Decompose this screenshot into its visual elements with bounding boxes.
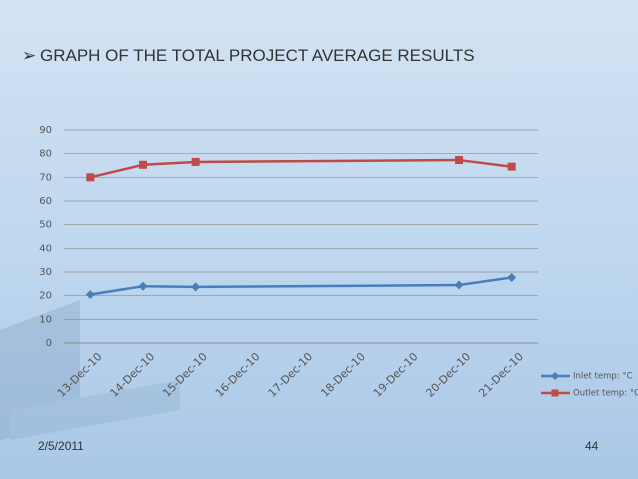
x-tick-label: 18-Dec-10 — [318, 350, 368, 400]
series-line — [90, 158, 512, 179]
marker — [454, 280, 464, 290]
y-tick-label: 50 — [39, 220, 52, 231]
y-tick-label: 30 — [39, 267, 52, 278]
marker — [138, 281, 148, 291]
y-tick-label: 20 — [39, 291, 52, 302]
x-tick-label: 16-Dec-10 — [213, 350, 263, 400]
x-tick-label: 20-Dec-10 — [424, 350, 474, 400]
title-text: GRAPH OF THE TOTAL PROJECT AVERAGE RESUL… — [40, 46, 475, 65]
panel-decoration — [0, 300, 180, 440]
legend-label: Inlet temp: °C — [573, 372, 633, 382]
y-tick-label: 70 — [39, 172, 52, 183]
bullet: ➢ — [22, 46, 37, 65]
x-tick-label: 15-Dec-10 — [160, 350, 210, 400]
slide-number: 44 — [585, 439, 599, 453]
legend-label: Outlet temp: °C — [573, 389, 638, 399]
y-tick-label: 60 — [39, 196, 52, 207]
x-tick-label: 21-Dec-10 — [476, 350, 526, 400]
legend-marker — [551, 389, 559, 397]
y-tick-label: 40 — [39, 243, 52, 254]
gap-connector — [195, 158, 460, 164]
marker — [455, 156, 463, 165]
y-tick-label: 10 — [39, 314, 52, 325]
slide-date: 2/5/2011 — [38, 439, 84, 453]
marker — [191, 282, 201, 292]
marker — [507, 272, 517, 282]
y-tick-label: 0 — [46, 338, 52, 349]
y-tick-label: 80 — [39, 149, 52, 160]
marker — [85, 289, 95, 299]
marker — [139, 160, 147, 169]
x-tick-label: 17-Dec-10 — [266, 350, 316, 400]
marker — [191, 157, 200, 166]
legend-marker — [551, 372, 559, 380]
x-tick-label: 19-Dec-10 — [371, 350, 421, 400]
y-tick-label: 90 — [39, 125, 52, 136]
slide-title: ➢ GRAPH OF THE TOTAL PROJECT AVERAGE RESU… — [22, 44, 542, 67]
gap-connector — [195, 283, 460, 289]
marker — [86, 173, 95, 182]
marker — [507, 162, 516, 171]
